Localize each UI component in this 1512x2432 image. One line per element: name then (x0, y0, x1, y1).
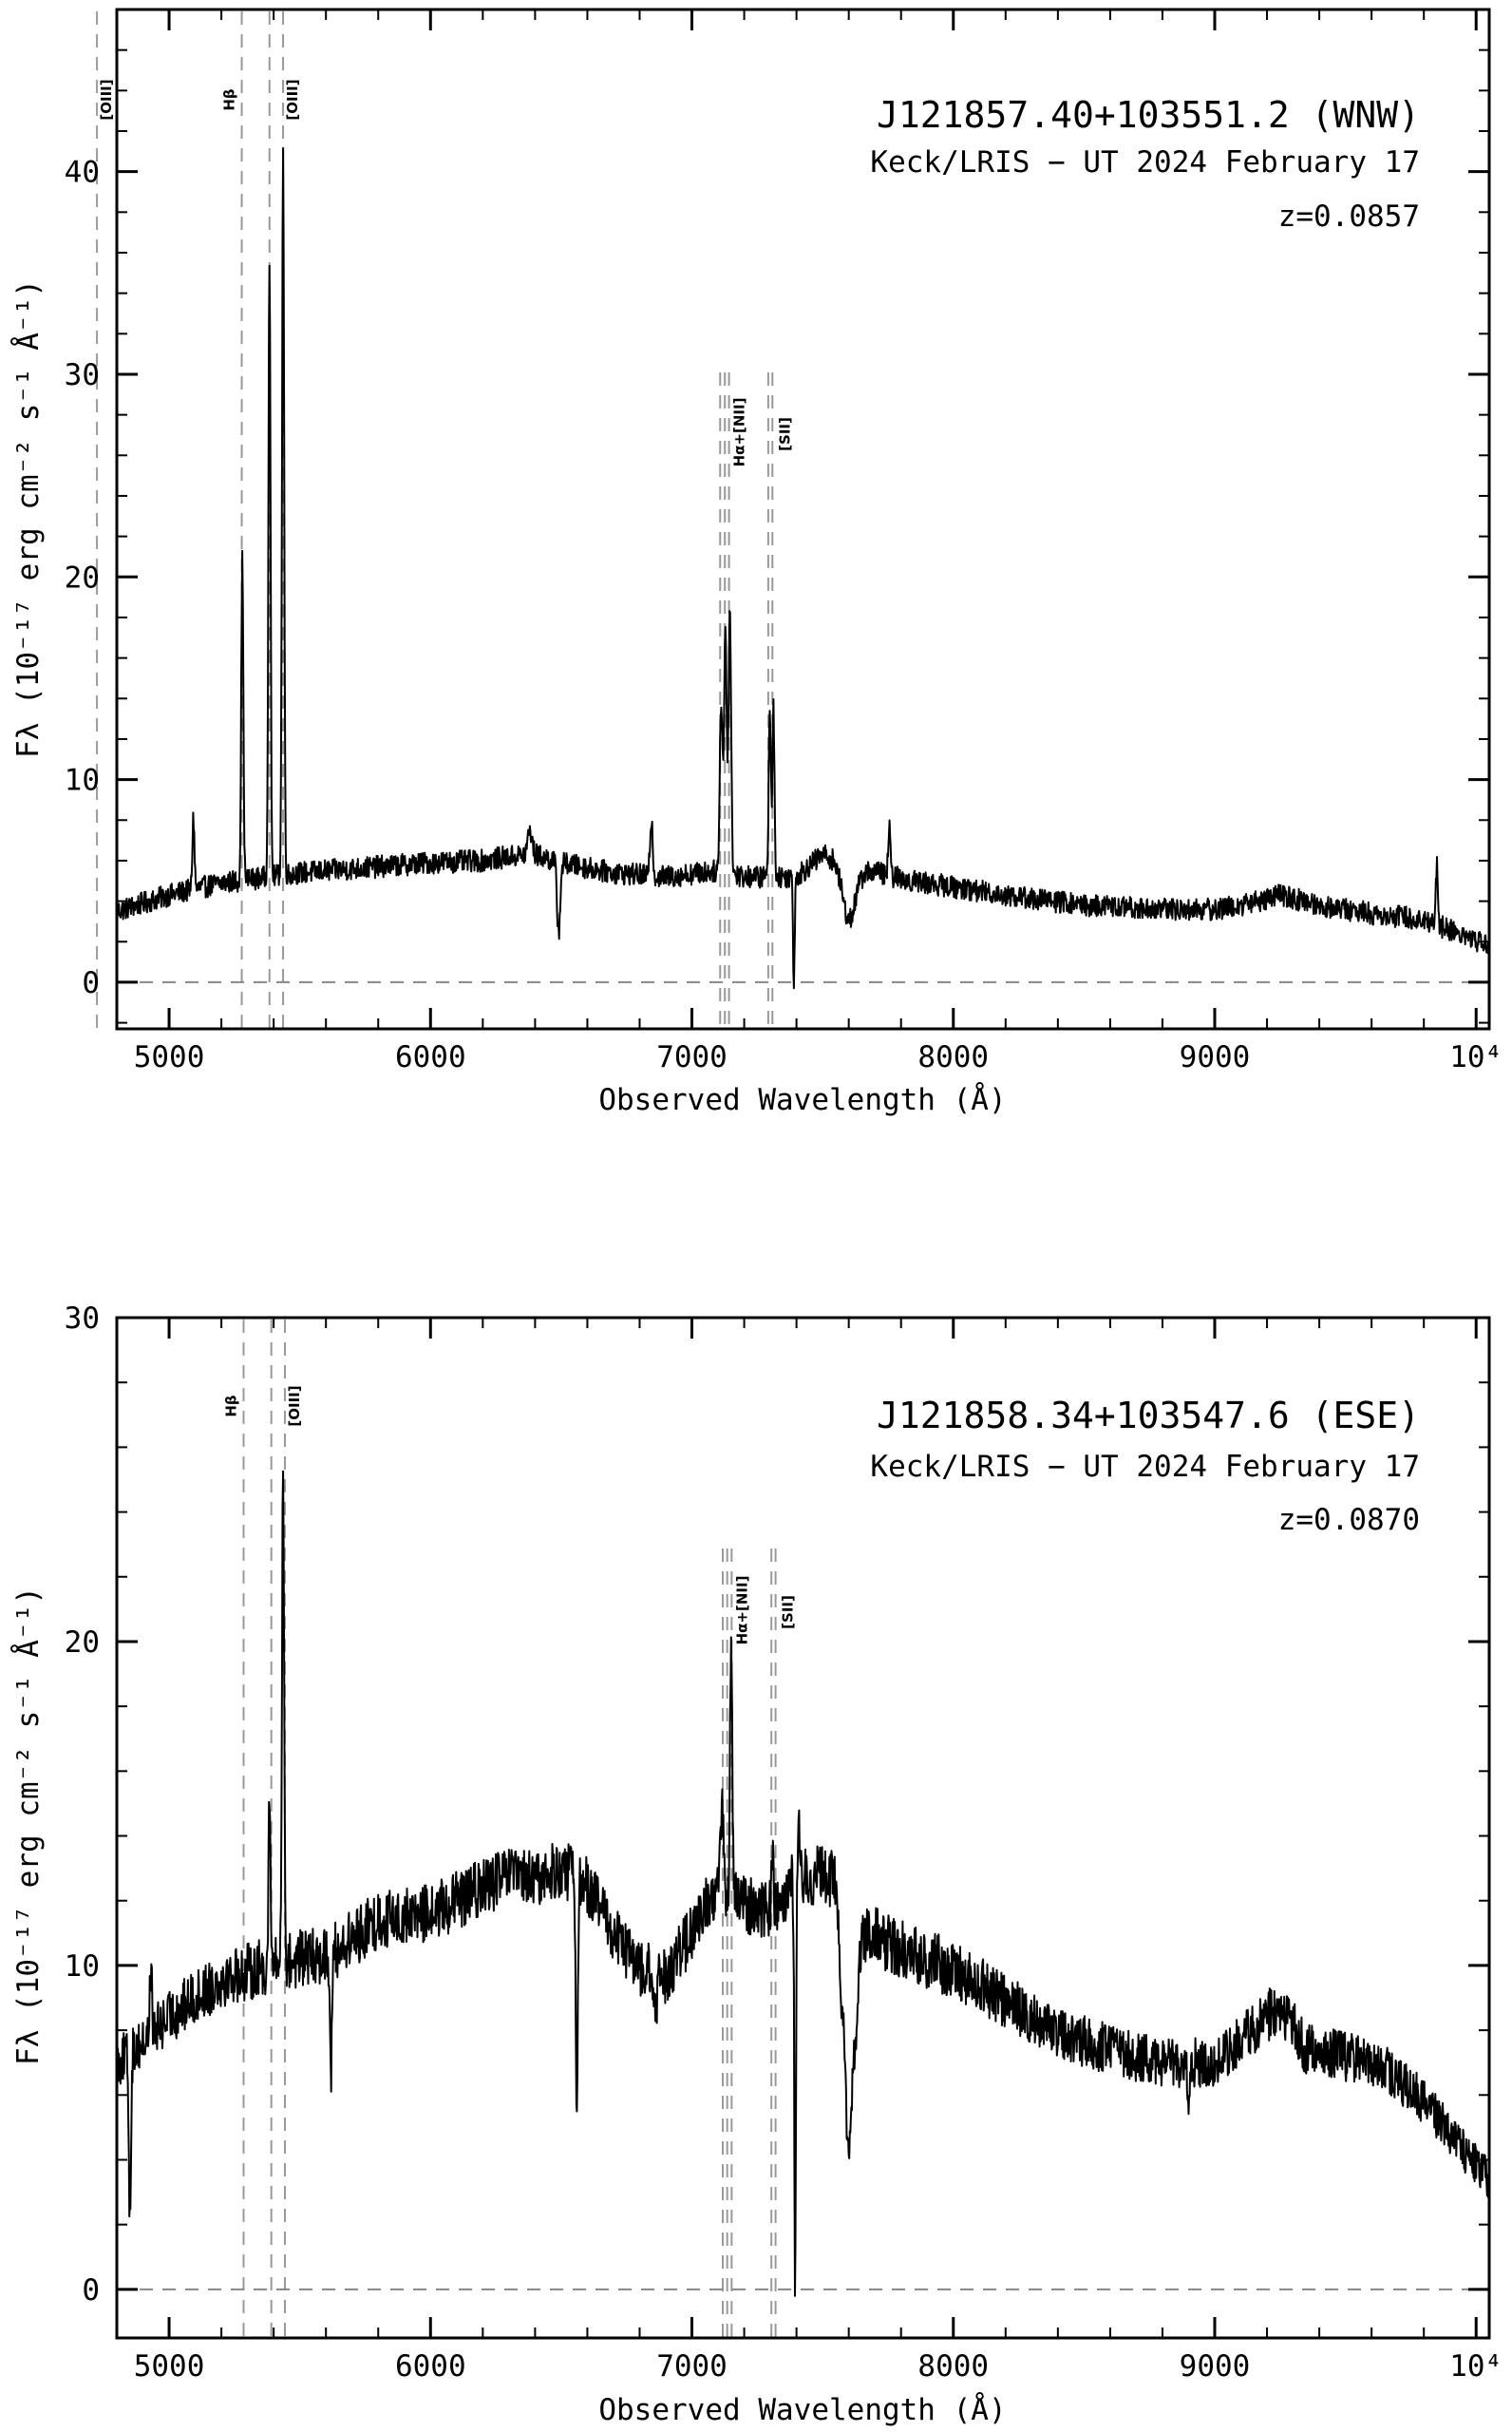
emission-line-label: [SII] (776, 417, 793, 451)
x-tick-label: 5000 (134, 1040, 205, 1074)
y-tick-label: 0 (82, 2273, 100, 2308)
spectrum-trace (116, 146, 1490, 990)
x-tick-label: 7000 (656, 2349, 728, 2384)
axis-ticks: 5000 6000 7000 8000 9000 10⁴ 0 10 20 30 40 (65, 9, 1503, 1074)
y-tick-label: 0 (82, 966, 100, 1000)
y-tick-label: 30 (65, 1302, 100, 1336)
y-tick-label: 40 (65, 156, 100, 190)
x-axis-label: Observed Wavelength (Å) (598, 2393, 1006, 2427)
emission-line-label: Hβ (221, 88, 238, 111)
x-tick-label: 7000 (656, 1040, 728, 1074)
chart-subtitle: Keck/LRIS − UT 2024 February 17 (870, 145, 1420, 180)
x-tick-label: 6000 (395, 2349, 466, 2384)
x-tick-label: 5000 (134, 2349, 205, 2384)
emission-line-markers: Hβ [OIII] Hα+[NII] [SII] (222, 1320, 797, 2338)
axis-ticks: 5000 6000 7000 8000 9000 10⁴ 0 10 20 30 (65, 1302, 1503, 2384)
emission-line-label: [SII] (780, 1595, 797, 1629)
spectrum-trace (116, 1470, 1490, 2297)
x-axis-label: Observed Wavelength (Å) (598, 1083, 1006, 1117)
plot-frame (115, 8, 1491, 1031)
y-tick-label: 10 (65, 764, 100, 798)
chart-title: J121858.34+103547.6 (ESE) (877, 1395, 1420, 1436)
y-tick-label: 20 (65, 560, 100, 595)
x-tick-label: 6000 (395, 1040, 466, 1074)
x-tick-label: 8000 (917, 1040, 989, 1074)
x-tick-label: 10⁴ (1449, 1040, 1503, 1074)
chart-subtitle: Keck/LRIS − UT 2024 February 17 (870, 1450, 1420, 1484)
x-tick-label: 8000 (917, 2349, 989, 2384)
spectrum-panel-wnw: [OIII] Hβ [OIII] Hα+[NII] [SII] 5000 6000 7000… (11, 8, 1503, 1117)
emission-line-label: Hα+[NII] (733, 1576, 750, 1645)
x-tick-label: 9000 (1180, 1040, 1251, 1074)
y-tick-label: 20 (65, 1625, 100, 1660)
x-tick-label: 9000 (1180, 2349, 1251, 2384)
redshift-label: z=0.0857 (1278, 200, 1420, 234)
y-axis-label: Fλ (10⁻¹⁷ erg cm⁻² s⁻¹ Å⁻¹) (11, 1586, 46, 2065)
y-tick-label: 30 (65, 358, 100, 392)
emission-line-label: [OIII] (284, 79, 301, 120)
x-tick-label: 10⁴ (1449, 2349, 1503, 2384)
redshift-label: z=0.0870 (1278, 1503, 1420, 1537)
spectrum-panel-ese: Hβ [OIII] Hα+[NII] [SII] 5000 6000 7000 8000 90… (11, 1302, 1503, 2427)
emission-line-label: [OIII] (98, 79, 115, 120)
y-axis-label: Fλ (10⁻¹⁷ erg cm⁻² s⁻¹ Å⁻¹) (11, 279, 46, 758)
emission-line-label: Hβ (222, 1395, 239, 1417)
emission-line-label: Hα+[NII] (731, 398, 748, 467)
emission-line-label: [OIII] (286, 1385, 303, 1426)
y-tick-label: 10 (65, 1949, 100, 1984)
chart-title: J121857.40+103551.2 (WNW) (877, 94, 1420, 136)
plot-frame (115, 1316, 1491, 2340)
